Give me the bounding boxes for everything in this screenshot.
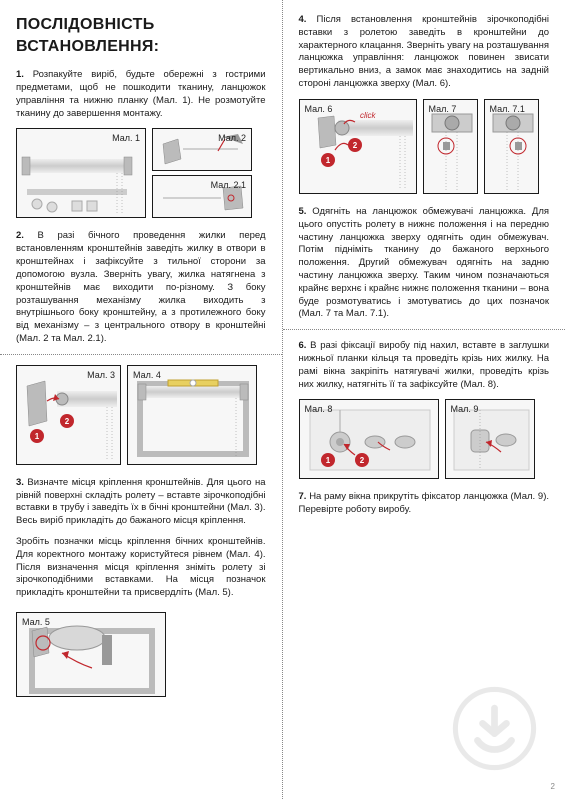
fig6-num1: 1 [325,156,330,165]
fig-1: Мал. 1 [16,128,146,218]
divider-left [0,354,282,355]
fig-7: Мал. 7 [423,99,478,194]
step-num-2: 2. [16,230,24,241]
figs-row-4: Мал. 8 1 2 Мал. 9 [299,399,550,479]
fig-21-label: Мал. 2.1 [211,179,246,191]
figs-row-3: Мал. 6 click 1 2 Мал. 7 [299,99,550,194]
left-column: ПОСЛІДОВНІСТЬ ВСТАНОВЛЕННЯ: 1. Розпакуйт… [0,0,283,799]
fig8-num1: 1 [325,456,330,465]
step-4: 4. Після встановлення кронштейнів зірочк… [299,14,550,91]
fig-2: Мал. 2 [152,128,252,171]
fig-2-label: Мал. 2 [218,132,246,144]
fig-6: Мал. 6 click 1 2 [299,99,417,194]
click-label: click [360,111,377,120]
fig6-num2: 2 [352,141,357,150]
step-7-text: На раму вікна прикрутіть фіксатор ланцюж… [299,491,550,515]
step-1: 1. Розпакуйте виріб, будьте обережні з г… [16,69,266,120]
step-2-text: В разі бічного проведення жилки перед вс… [16,230,266,344]
figs-row-2: Мал. 3 1 2 Мал. 4 [16,365,266,465]
fig-71-label: Мал. 7.1 [490,103,525,115]
fig-5: Мал. 5 [16,612,166,697]
fig-3: Мал. 3 1 2 [16,365,121,465]
fig-9-label: Мал. 9 [451,403,479,415]
step-2: 2. В разі бічного проведення жилки перед… [16,230,266,345]
step-7: 7. На раму вікна прикрутіть фіксатор лан… [299,491,550,517]
step-5-text: Одягніть на ланцюжок обмежувачі ланцюжка… [299,206,550,320]
divider-right [283,329,565,330]
fig-6-label: Мал. 6 [305,103,333,115]
step-3b: Зробіть позначки місць кріплення бічних … [16,536,266,600]
fig-4-label: Мал. 4 [133,369,161,381]
fig-3-label: Мал. 3 [87,369,115,381]
figs-row-1: Мал. 1 Мал. 2 [16,128,266,218]
right-column: 4. Після встановлення кронштейнів зірочк… [283,0,565,799]
step-3a: 3. Визначте місця кріплення кронштейнів.… [16,477,266,528]
step-num-7: 7. [299,491,307,502]
fig-8: Мал. 8 1 2 [299,399,439,479]
step-6: 6. В разі фіксації виробу під нахил, вст… [299,340,550,391]
step-num-4: 4. [299,14,307,25]
fig-4: Мал. 4 [127,365,257,465]
step-6-text: В разі фіксації виробу під нахил, вставт… [299,340,550,389]
fig3-num1: 1 [35,432,40,441]
fig-8-label: Мал. 8 [305,403,333,415]
fig8-num2: 2 [359,456,364,465]
fig-5-label: Мал. 5 [22,616,50,628]
step-num-5: 5. [299,206,307,217]
fig3-num2: 2 [65,417,70,426]
fig-2-1: Мал. 2.1 [152,175,252,218]
fig-9: Мал. 9 [445,399,535,479]
step-1-text: Розпакуйте виріб, будьте обережні з гост… [16,69,266,118]
step-3b-text: Зробіть позначки місць кріплення бічних … [16,536,266,598]
fig-7-label: Мал. 7 [429,103,457,115]
step-3a-text: Визначте місця кріплення кронштейнів. Дл… [16,477,266,526]
page-grid: ПОСЛІДОВНІСТЬ ВСТАНОВЛЕННЯ: 1. Розпакуйт… [0,0,565,799]
step-4-text: Після встановлення кронштейнів зірочкопо… [299,14,550,89]
step-5: 5. Одягніть на ланцюжок обмежувачі ланцю… [299,206,550,321]
fig-1-label: Мал. 1 [112,132,140,144]
fig-7-1: Мал. 7.1 [484,99,539,194]
page-number: 2 [551,782,555,793]
step-num-1: 1. [16,69,24,80]
step-num-6: 6. [299,340,307,351]
step-num-3: 3. [16,477,24,488]
page-title: ПОСЛІДОВНІСТЬ ВСТАНОВЛЕННЯ: [16,14,266,57]
